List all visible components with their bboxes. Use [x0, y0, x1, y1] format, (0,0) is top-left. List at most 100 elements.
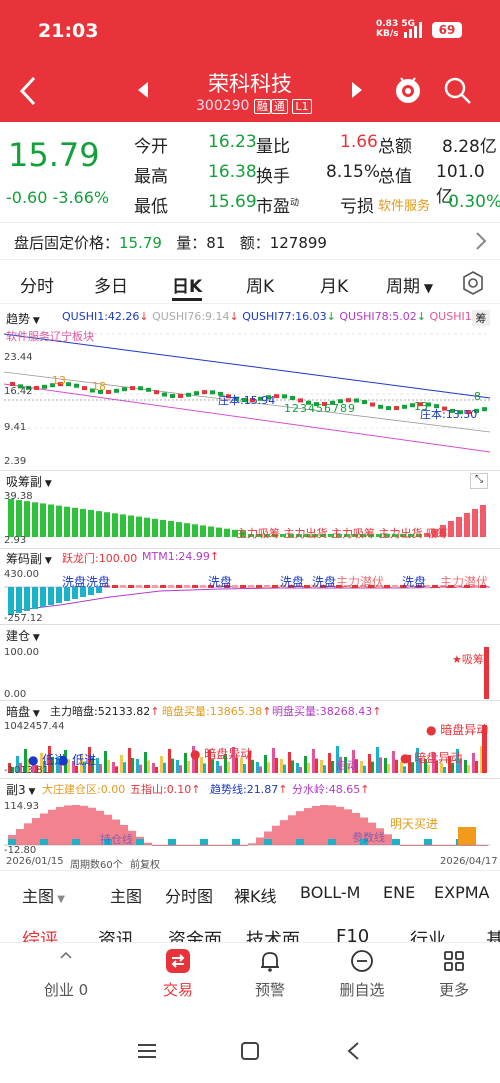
- xichou-panel[interactable]: 吸筹副 ▼ 39.38 2.93 主力吸筹 主力出货 主力吸筹 主力出货 吸筹 …: [0, 470, 500, 548]
- xichou-bar: [192, 524, 198, 537]
- indicator-selector[interactable]: 趋势 ▼: [6, 312, 40, 326]
- anpan-bar: [192, 746, 195, 773]
- search-icon[interactable]: [443, 76, 473, 106]
- tab-more-partial[interactable]: 基: [486, 930, 500, 942]
- chouma-bar: [424, 585, 430, 588]
- jiancang-panel[interactable]: 建仓 ▼ 100.00 0.00 ★吸筹: [0, 624, 500, 700]
- main-kline-chart[interactable]: 趋势 ▼ QUSHI1:42.26↓ QUSHI76:9.14↓ QUSHI77…: [0, 306, 500, 470]
- chip-button[interactable]: 筹: [472, 310, 490, 326]
- chouma-bar: [32, 587, 38, 609]
- tab-main[interactable]: 主图: [110, 887, 143, 906]
- fu3-area: [400, 845, 408, 846]
- candle: [82, 386, 87, 391]
- fu3-selector[interactable]: 副3 ▼: [6, 783, 36, 797]
- tab-daily-k[interactable]: 日K: [172, 277, 203, 297]
- prev-stock-icon[interactable]: [136, 80, 150, 100]
- fu3-area: [152, 845, 160, 846]
- fu3-area: [120, 824, 128, 845]
- next-stock-icon[interactable]: [350, 80, 364, 100]
- fu3-legend-2: 五指山:0.10↑: [130, 783, 201, 796]
- anpan-bar: [376, 747, 379, 773]
- nav-trade[interactable]: 交易: [142, 943, 214, 1005]
- candle: [442, 406, 447, 411]
- xichou-bar: [40, 503, 46, 537]
- chouma-bar: [112, 585, 118, 588]
- xichou-bar: [56, 505, 62, 537]
- candle: [466, 410, 471, 415]
- chouma-panel[interactable]: 筹码副 ▼ 跃龙门:100.00 MTM1:24.99↑ 430.00 -257…: [0, 548, 500, 624]
- back-nav-icon[interactable]: [344, 1040, 362, 1062]
- fu3-panel[interactable]: 副3 ▼ 大庄建仓区:0.00 五指山:0.10↑ 趋势线:21.87↑ 分水岭…: [0, 778, 500, 858]
- anpan-legend-3: 明盘买量:38268.43↑: [272, 705, 382, 718]
- tab-news[interactable]: 资讯: [98, 930, 134, 942]
- xichou-bar: [320, 534, 326, 537]
- anpan-bar: [208, 750, 211, 773]
- tab-overview[interactable]: 综评: [22, 930, 58, 942]
- anpan-bar: [115, 766, 118, 773]
- candle: [138, 386, 143, 391]
- tab-period[interactable]: 周期 ▼: [386, 277, 434, 297]
- param-line-label: 参数线: [352, 831, 385, 844]
- fu3-area: [280, 820, 288, 845]
- tab-monthly-k[interactable]: 月K: [320, 277, 349, 297]
- tab-timeshare[interactable]: 分时图: [165, 887, 214, 906]
- chouma-selector[interactable]: 筹码副 ▼: [6, 552, 52, 566]
- anpan-bar: [411, 762, 414, 773]
- chouma-bar: [256, 585, 262, 588]
- nav-more[interactable]: 更多: [418, 943, 490, 1005]
- tab-intraday[interactable]: 分时: [20, 277, 54, 297]
- tab-funds[interactable]: 资金面: [168, 930, 222, 942]
- assistant-icon[interactable]: [393, 74, 423, 106]
- anpan-selector[interactable]: 暗盘 ▼: [6, 705, 40, 719]
- sector-link[interactable]: 软件服务: [378, 199, 431, 214]
- wash-label: 洗盘: [312, 575, 337, 589]
- anpan-bar: [136, 759, 139, 773]
- tab-f10[interactable]: F10: [336, 926, 370, 942]
- tab-technical[interactable]: 技术面: [246, 930, 300, 942]
- anpan-bar: [187, 761, 190, 773]
- tab-weekly-k[interactable]: 周K: [246, 277, 275, 297]
- nav-alert[interactable]: 预警: [234, 943, 306, 1005]
- after-hours-bar[interactable]: 盘后固定价格：15.79 量：81 额：127899: [0, 222, 500, 260]
- xichou-selector[interactable]: 吸筹副 ▼: [6, 475, 52, 489]
- home-icon[interactable]: [239, 1040, 261, 1062]
- tab-industry[interactable]: 行业: [410, 930, 446, 942]
- xichou-bar: [472, 509, 478, 537]
- nav-remove-watchlist[interactable]: 删自选: [326, 943, 398, 1005]
- settings-icon[interactable]: [460, 270, 486, 296]
- anpan-bar: [168, 749, 171, 773]
- start-date: 2026/01/15: [6, 856, 64, 867]
- anpan-bar: [459, 758, 462, 773]
- tab-ene[interactable]: ENE: [383, 883, 416, 902]
- anpan-bar: [427, 764, 430, 773]
- anpan-bar: [472, 753, 475, 773]
- anpan-bar: [344, 757, 347, 773]
- jiancang-selector[interactable]: 建仓 ▼: [6, 629, 40, 643]
- anpan-panel[interactable]: 暗盘 ▼ 主力暗盘:52133.82↑ 暗盘买量:13865.38↑ 明盘买量:…: [0, 700, 500, 778]
- amount-label: 总额: [378, 137, 412, 157]
- candle: [290, 395, 295, 400]
- candle: [106, 389, 111, 394]
- fu3-area: [416, 845, 424, 846]
- pe-label: 市盈动: [256, 197, 300, 217]
- expand-icon[interactable]: ⤡: [470, 473, 488, 489]
- anpan-bar: [280, 759, 283, 773]
- tab-naked-k[interactable]: 裸K线: [234, 887, 277, 906]
- anpan-bar: [467, 765, 470, 773]
- anpan-bar: [403, 766, 406, 773]
- fu3-area: [56, 807, 64, 845]
- main-chart-dropdown[interactable]: 主图 ▼: [22, 887, 65, 906]
- back-icon[interactable]: [14, 74, 42, 108]
- xichou-bar: [208, 526, 214, 537]
- date-bar: 2026/01/15 周期数60个 前复权 2026/04/17: [0, 856, 500, 871]
- nav-chinext[interactable]: 创业 0: [20, 943, 112, 1005]
- tab-boll[interactable]: BOLL-M: [300, 883, 361, 902]
- xichou-bar: [296, 534, 302, 537]
- tab-expma[interactable]: EXPMA: [434, 883, 490, 902]
- count-annotation: 13: [414, 400, 428, 413]
- chouma-bar: [24, 587, 30, 611]
- menu-icon[interactable]: [136, 1042, 158, 1060]
- tab-multiday[interactable]: 多日: [94, 277, 128, 297]
- fu3-area: [408, 845, 416, 846]
- sector-change: -0.30%: [442, 192, 500, 212]
